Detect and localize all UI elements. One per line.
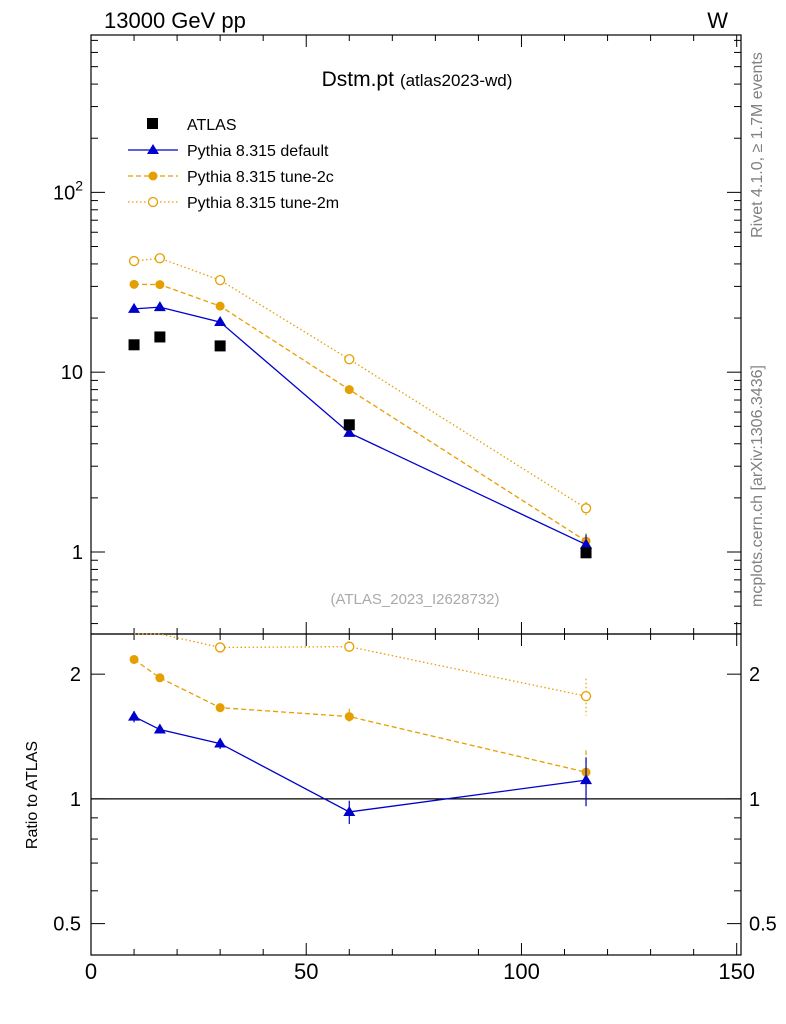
- ratio-y-tick-label-right-2: 2: [749, 664, 760, 686]
- x-tick-label-50: 50: [294, 959, 318, 984]
- main-tune2m-point: [128, 255, 140, 267]
- ratio-y-tick-label-0.5: 0.5: [53, 914, 81, 936]
- ratio-y-tick-label-right-0.5: 0.5: [749, 914, 777, 936]
- ratio-default-point: [153, 723, 166, 734]
- main-tune2m-point: [154, 253, 166, 264]
- ratio-y-tick-label-right-1: 1: [749, 789, 760, 811]
- legend: ATLAS Pythia 8.315 default Pythia 8.315 …: [128, 117, 339, 212]
- main-y-tick-label-10: 10: [61, 362, 83, 384]
- x-tick-label-150: 150: [718, 959, 755, 984]
- axis-tick-labels: 0 50 100 150 1 10 102 0.5 1 2 0.5 1 2: [53, 177, 777, 984]
- ratio-default-point: [580, 774, 593, 785]
- main-atlas-point: [154, 331, 166, 343]
- main-tune2m-point: [580, 503, 592, 514]
- main-atlas-point: [580, 547, 592, 559]
- ratio-tune2c-point: [215, 703, 225, 713]
- ratio-y-tick-label-1: 1: [70, 789, 81, 811]
- main-y-tick-label-1: 1: [72, 542, 83, 564]
- ratio-y-tick-label-2: 2: [70, 664, 81, 686]
- main-tune2c-point: [215, 301, 225, 311]
- ratio-tune2c-line: [133, 658, 587, 773]
- legend-atlas-marker: [147, 118, 158, 129]
- x-tick-label-100: 100: [503, 959, 540, 984]
- main-tune2c-line: [134, 283, 587, 542]
- x-tick-label-0: 0: [85, 959, 97, 984]
- ratio-default-point: [128, 710, 141, 721]
- ratio-tune2m-point: [580, 690, 592, 702]
- main-tune2c-point: [155, 280, 165, 290]
- main-default-point: [153, 301, 166, 312]
- main-tune2m-point: [214, 274, 226, 286]
- chart-subtitle: (atlas2023-wd): [400, 71, 512, 90]
- main-default-line: [134, 306, 587, 546]
- main-plot-data: [128, 253, 593, 559]
- ratio-tune2m-point: [344, 641, 355, 652]
- ratio-tune2m-line: [134, 633, 587, 697]
- main-tune2m-line: [133, 257, 587, 509]
- ratio-default-line: [133, 715, 587, 813]
- ratio-tune2m-point: [214, 642, 226, 653]
- main-default-point: [580, 538, 593, 549]
- header-observable-w: W: [707, 8, 728, 33]
- legend-tune2c-marker: [148, 171, 158, 181]
- axis-ticks: [90, 35, 741, 955]
- main-atlas-point: [128, 339, 140, 351]
- ratio-tune2c-point: [155, 673, 165, 683]
- main-default-point: [343, 426, 356, 437]
- main-y-tick-label-100: 102: [53, 177, 83, 204]
- ratio-default-point: [343, 805, 356, 816]
- mcplots-reference-label: mcplots.cern.ch [arXiv:1306.3436]: [749, 365, 766, 607]
- main-atlas-point: [343, 419, 355, 431]
- main-default-point: [128, 302, 141, 313]
- main-default-point: [214, 316, 227, 327]
- ratio-default-point: [214, 737, 227, 748]
- ratio-y-axis-label: Ratio to ATLAS: [24, 741, 41, 849]
- main-tune2m-point: [344, 354, 355, 365]
- ratio-plot-frame: [90, 633, 742, 956]
- legend-default-label: Pythia 8.315 default: [187, 143, 329, 160]
- legend-tune2c-label: Pythia 8.315 tune-2c: [187, 169, 334, 186]
- analysis-watermark: (ATLAS_2023_I2628732): [330, 591, 499, 608]
- main-atlas-point: [214, 340, 226, 352]
- legend-tune2m-label: Pythia 8.315 tune-2m: [187, 195, 339, 212]
- header-process: 13000 GeV pp: [104, 8, 246, 33]
- main-tune2c-point: [129, 279, 139, 289]
- legend-atlas-label: ATLAS: [187, 117, 237, 134]
- chart-title-main: Dstm.pt: [322, 68, 395, 91]
- rivet-version-label: Rivet 4.1.0, ≥ 1.7M events: [749, 52, 766, 238]
- ratio-plot-data: [91, 633, 741, 824]
- legend-tune2m-marker: [147, 196, 159, 208]
- ratio-tune2c-point: [344, 712, 354, 722]
- main-tune2c-point: [344, 385, 354, 395]
- ratio-tune2c-point: [129, 654, 139, 664]
- chart-title: Dstm.pt (atlas2023-wd): [322, 68, 513, 91]
- legend-default-marker: [147, 144, 159, 154]
